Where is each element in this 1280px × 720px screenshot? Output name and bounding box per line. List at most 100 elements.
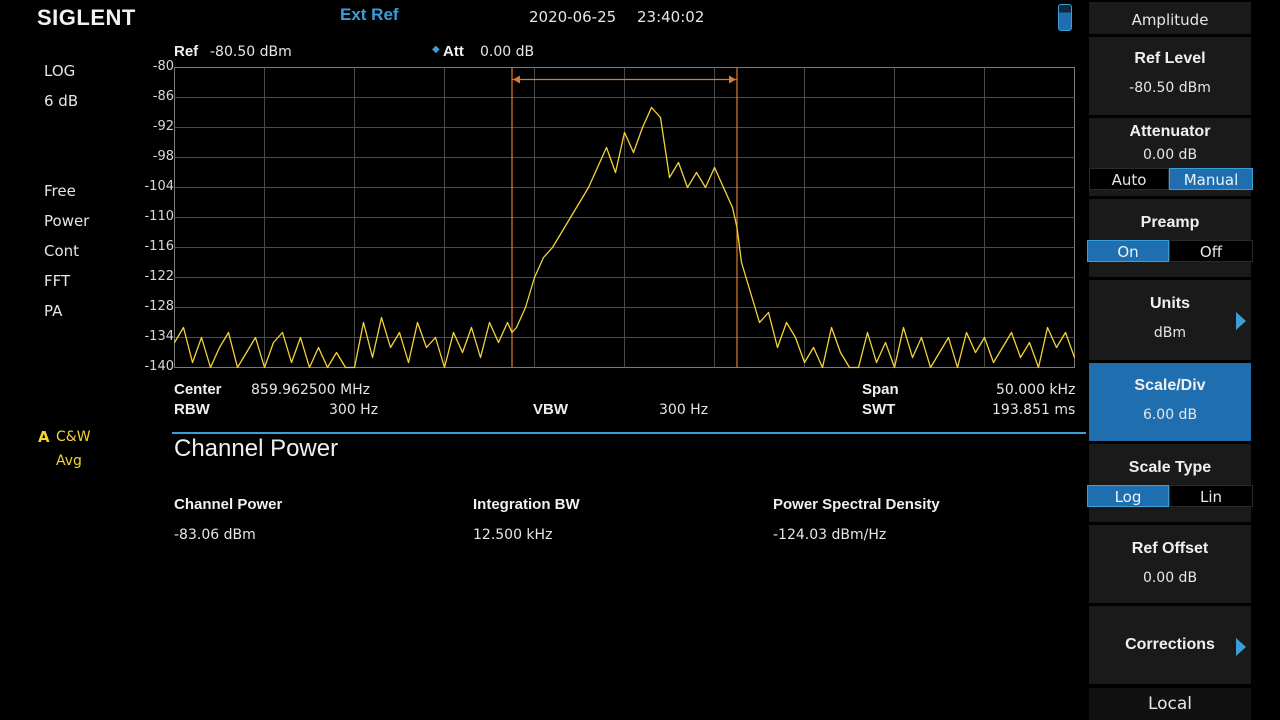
trace-point bbox=[749, 291, 752, 294]
trace-point bbox=[785, 321, 788, 324]
attenuator-value: 0.00 dB bbox=[1142, 147, 1198, 163]
y-tick: -128 bbox=[144, 299, 174, 314]
trace-point bbox=[1055, 346, 1058, 349]
trace-point bbox=[848, 366, 851, 369]
trace-point bbox=[416, 321, 419, 324]
trace-point bbox=[425, 346, 428, 349]
preamp-softkey[interactable]: Preamp bbox=[1089, 199, 1251, 277]
center-label: Center bbox=[174, 381, 222, 398]
corrections-softkey[interactable]: Corrections bbox=[1089, 606, 1251, 684]
trace-point bbox=[542, 256, 545, 259]
trace-point bbox=[866, 331, 869, 334]
trace-point bbox=[857, 366, 860, 369]
trace-point bbox=[956, 366, 959, 369]
trace-point bbox=[731, 206, 734, 209]
trace-point bbox=[659, 116, 662, 119]
units-softkey[interactable]: Units dBm bbox=[1089, 280, 1251, 360]
preamp-state-label: PA bbox=[44, 302, 63, 320]
trace-point bbox=[641, 126, 644, 129]
ref-value: -80.50 dBm bbox=[210, 44, 292, 60]
scale-type-softkey[interactable]: Scale Type bbox=[1089, 444, 1251, 522]
ref-offset-softkey[interactable]: Ref Offset 0.00 dB bbox=[1089, 525, 1251, 603]
trace-point bbox=[281, 331, 284, 334]
trace-point bbox=[992, 361, 995, 364]
trace-point bbox=[263, 366, 266, 369]
trace-point bbox=[605, 146, 608, 149]
date-display: 2020-06-25 bbox=[529, 8, 617, 26]
trace-point bbox=[245, 351, 248, 354]
attenuator-auto-option[interactable]: Auto bbox=[1089, 168, 1169, 190]
rbw-value: 300 Hz bbox=[329, 402, 379, 418]
corrections-title: Corrections bbox=[1125, 636, 1215, 653]
sweep-label: Cont bbox=[44, 242, 80, 260]
swt-label: SWT bbox=[862, 401, 896, 418]
ref-level-softkey[interactable]: Ref Level -80.50 dBm bbox=[1089, 37, 1251, 115]
scale-mode-label: LOG bbox=[44, 62, 76, 80]
trace-type: Avg bbox=[56, 453, 82, 469]
y-tick: -122 bbox=[144, 269, 174, 284]
trace-point bbox=[830, 326, 833, 329]
trace-point bbox=[677, 161, 680, 164]
trace-point bbox=[1073, 356, 1075, 359]
channel-power-value: -83.06 dBm bbox=[174, 527, 256, 543]
ref-source-indicator: Ext Ref bbox=[340, 5, 399, 24]
scale-type-lin-option[interactable]: Lin bbox=[1169, 485, 1253, 507]
trace-point bbox=[812, 346, 815, 349]
trigger-label: Free bbox=[44, 182, 76, 200]
preamp-off-option[interactable]: Off bbox=[1169, 240, 1253, 262]
trace-point bbox=[299, 336, 302, 339]
ref-label: Ref bbox=[174, 43, 199, 60]
brand-logo: SIGLENT bbox=[37, 5, 136, 30]
psd-label: Power Spectral Density bbox=[773, 496, 940, 513]
trace-point bbox=[569, 216, 572, 219]
trace-point bbox=[929, 366, 932, 369]
trace-point bbox=[704, 186, 707, 189]
submenu-arrow-icon bbox=[1236, 312, 1246, 330]
trace-point bbox=[362, 321, 365, 324]
trace-point bbox=[767, 311, 770, 314]
trace-point bbox=[740, 261, 743, 264]
trace-point bbox=[174, 341, 176, 344]
trace-point bbox=[1001, 346, 1004, 349]
local-softkey[interactable]: Local bbox=[1089, 688, 1251, 720]
trace-point bbox=[875, 361, 878, 364]
trace-point bbox=[407, 361, 410, 364]
ref-level-value: -80.50 dBm bbox=[1129, 80, 1211, 96]
trace-point bbox=[650, 106, 653, 109]
attenuator-manual-option[interactable]: Manual bbox=[1169, 168, 1253, 190]
menu-title: Amplitude bbox=[1131, 11, 1209, 29]
center-value: 859.962500 MHz bbox=[251, 382, 371, 398]
trace-point bbox=[947, 336, 950, 339]
scale-div-softkey[interactable]: Scale/Div 6.00 dB bbox=[1089, 363, 1251, 441]
att-label: Att bbox=[443, 43, 464, 60]
integration-bw-value: 12.500 kHz bbox=[473, 527, 553, 543]
swt-value: 193.851 ms bbox=[992, 402, 1076, 418]
trace-point bbox=[515, 326, 518, 329]
trace-point bbox=[839, 351, 842, 354]
trace-point bbox=[308, 366, 311, 369]
trace-point bbox=[713, 166, 716, 169]
spectrum-plot bbox=[174, 67, 1075, 369]
y-tick: -110 bbox=[144, 209, 174, 224]
units-value: dBm bbox=[1153, 325, 1187, 341]
trace-point bbox=[938, 351, 941, 354]
trace-mode: C&W bbox=[56, 429, 91, 445]
detector-label: Power bbox=[44, 212, 90, 230]
arrow-right-head bbox=[729, 75, 736, 84]
trace-point bbox=[668, 176, 671, 179]
psd-value: -124.03 dBm/Hz bbox=[773, 527, 887, 543]
span-value: 50.000 kHz bbox=[996, 382, 1076, 398]
trace-point bbox=[1019, 356, 1022, 359]
ref-level-title: Ref Level bbox=[1134, 50, 1206, 67]
trace-point bbox=[911, 356, 914, 359]
trace-point bbox=[452, 331, 455, 334]
trace-point bbox=[371, 356, 374, 359]
arrow-left-head bbox=[513, 75, 520, 84]
menu-title-softkey: Amplitude bbox=[1089, 2, 1251, 34]
trace-point bbox=[443, 366, 446, 369]
preamp-on-option[interactable]: On bbox=[1087, 240, 1169, 262]
trace-point bbox=[902, 326, 905, 329]
scale-type-log-option[interactable]: Log bbox=[1087, 485, 1169, 507]
trace-point bbox=[1028, 341, 1031, 344]
trace-point bbox=[1064, 331, 1067, 334]
